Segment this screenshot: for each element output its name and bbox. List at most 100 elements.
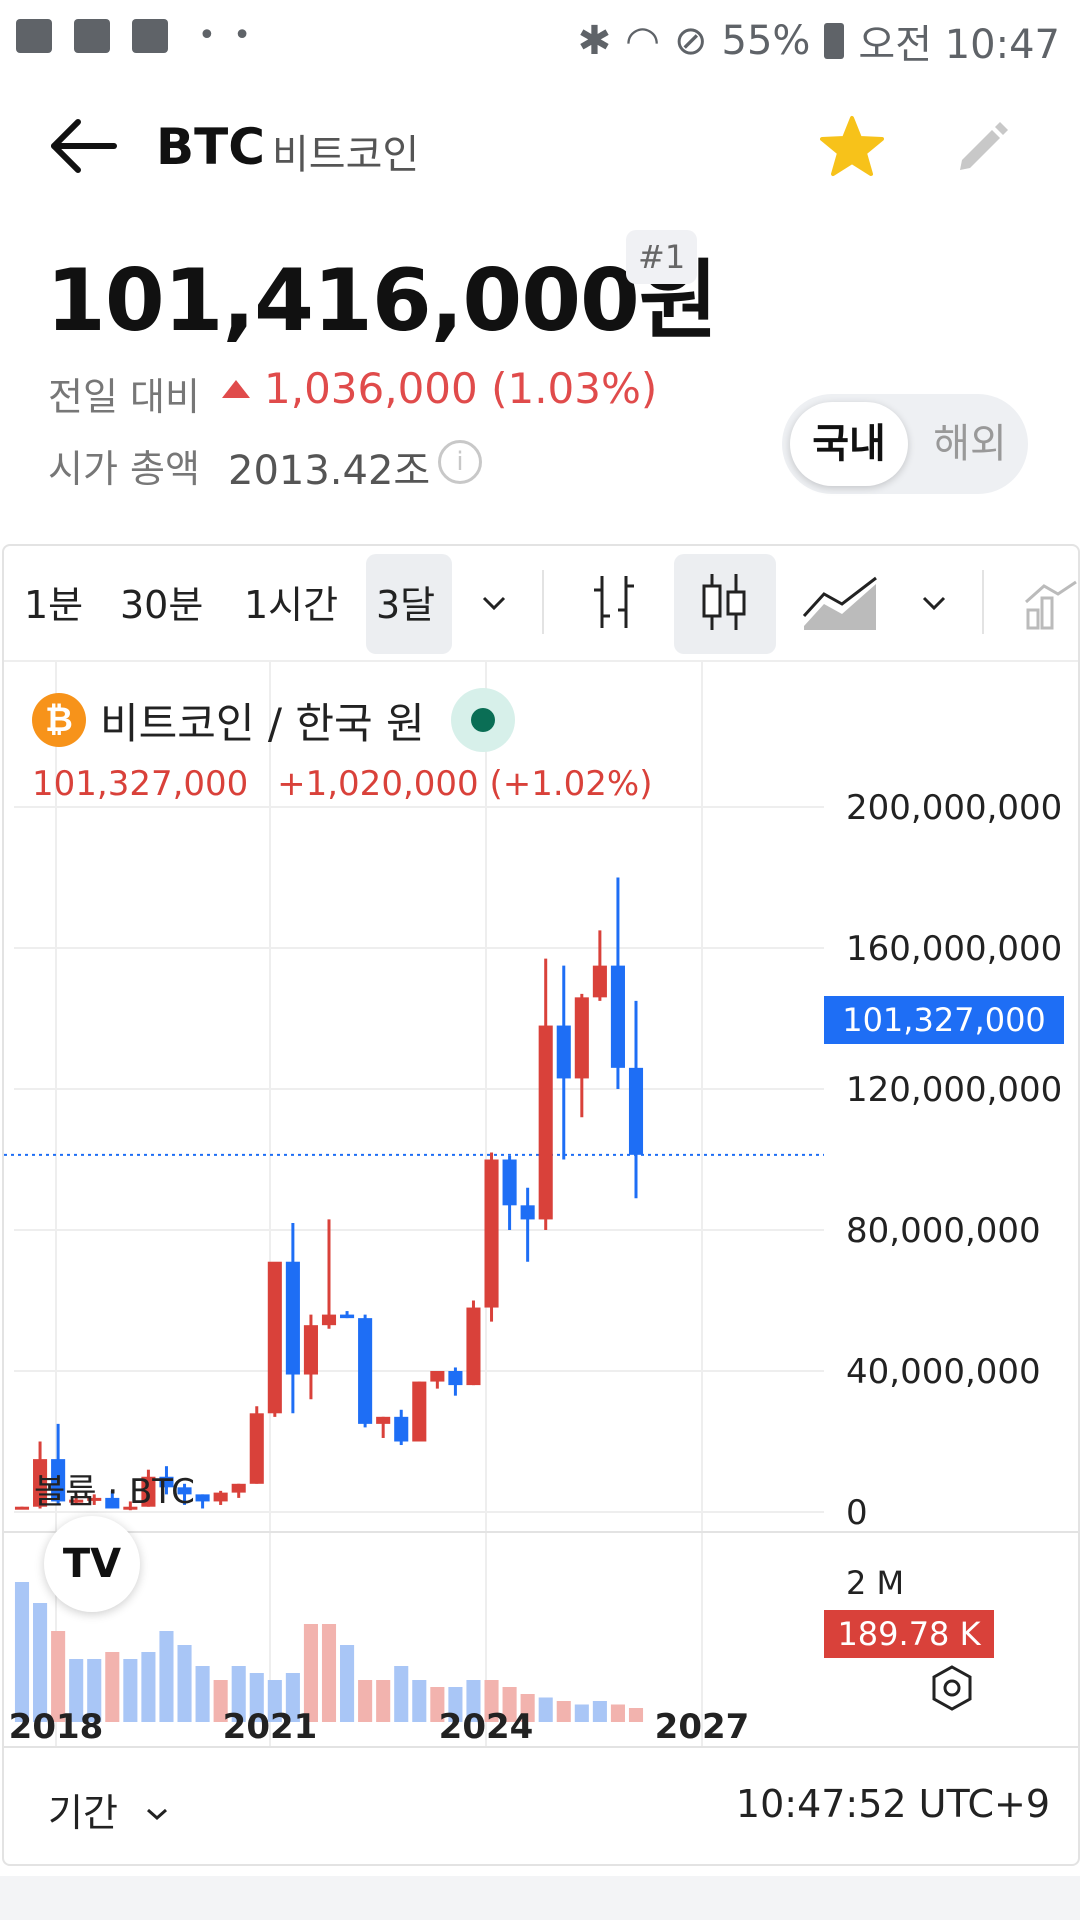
- period-chevron-icon: [147, 1808, 168, 1821]
- volume-bar: [123, 1659, 138, 1722]
- area-chart-type-icon[interactable]: [802, 576, 878, 632]
- chart-settings-icon[interactable]: [928, 1664, 976, 1712]
- candle-body: [141, 1476, 156, 1507]
- volume-bar: [502, 1687, 517, 1722]
- bar-chart-type-icon[interactable]: [586, 570, 642, 634]
- candle-body: [574, 997, 589, 1079]
- mcap-label: 시가 총액: [48, 447, 200, 491]
- interval-30min[interactable]: 30분: [120, 583, 204, 627]
- battery-icon: [824, 23, 845, 59]
- volume-bar: [430, 1687, 445, 1722]
- interval-3month[interactable]: 3달: [376, 583, 436, 627]
- candle-body: [430, 1371, 445, 1382]
- volume-bar: [448, 1687, 463, 1722]
- wifi-icon: ◠: [625, 18, 660, 64]
- bitcoin-logo-icon: ₿: [32, 693, 86, 747]
- coin-name: 비트코인: [272, 132, 420, 178]
- price-change: 1,036,000 (1.03%): [222, 364, 657, 413]
- notification-icons: • •: [16, 18, 255, 53]
- y-tick-label: 80,000,000: [846, 1211, 1041, 1251]
- volume-bar: [213, 1680, 228, 1722]
- candle-body: [33, 1459, 48, 1507]
- candle-body: [123, 1506, 138, 1510]
- chart-card: 1분 30분 1시간 3달: [2, 544, 1080, 1866]
- change-value: 1,036,000 (1.03%): [264, 364, 658, 413]
- volume-bar: [556, 1701, 571, 1722]
- x-tick-label: 2027: [655, 1707, 750, 1746]
- candle-body: [105, 1497, 120, 1509]
- candle-body: [14, 1506, 30, 1510]
- period-selector[interactable]: 기간: [48, 1782, 172, 1837]
- volume-bar: [14, 1582, 30, 1722]
- candle-body: [213, 1492, 228, 1502]
- indicators-icon[interactable]: [1024, 580, 1078, 630]
- candle-body: [249, 1413, 264, 1484]
- volume-bar: [231, 1666, 246, 1722]
- y-tick-label: 160,000,000: [846, 929, 1062, 969]
- price-chart[interactable]: 0 40,000,000 80,000,000 120,000,000 160,000,…: [4, 660, 1078, 1746]
- current-price: 101,416,000원: [46, 251, 718, 351]
- header: BTC 비트코인: [0, 96, 1080, 196]
- chart-time: 10:47:52 UTC+9: [735, 1782, 1050, 1826]
- tradingview-logo-icon[interactable]: TV: [44, 1516, 140, 1612]
- candle-body: [412, 1381, 427, 1442]
- selected-charttype-bg: [674, 554, 776, 654]
- y-tick-label: 200,000,000: [846, 788, 1062, 828]
- volume-bar: [466, 1680, 481, 1722]
- interval-dropdown-chevron-icon[interactable]: [474, 584, 514, 624]
- candle-body: [448, 1371, 463, 1386]
- candle-body: [610, 965, 625, 1068]
- volume-bar: [87, 1659, 102, 1722]
- volume-bar: [249, 1673, 264, 1722]
- bluetooth-icon: ✱: [577, 18, 612, 64]
- volume-bar: [358, 1680, 373, 1722]
- candle-body: [69, 1499, 84, 1503]
- charttype-dropdown-chevron-icon[interactable]: [914, 584, 954, 624]
- x-tick-label: 2021: [223, 1707, 318, 1746]
- market-toggle[interactable]: 국내 해외: [782, 394, 1028, 494]
- candle-body: [466, 1307, 481, 1386]
- volume-bar: [628, 1708, 644, 1722]
- favorite-star-icon[interactable]: [820, 114, 884, 178]
- clock: 오전 10:47: [858, 22, 1060, 68]
- period-label: 기간: [48, 1791, 118, 1835]
- candle-body: [556, 1025, 571, 1079]
- status-bar: • • ✱ ◠ ⊘ 55% 오전 10:47: [0, 0, 1080, 76]
- volume-bar: [69, 1659, 84, 1722]
- volume-title: 볼륨 · BTC: [34, 1472, 195, 1512]
- x-tick-label: 2024: [439, 1707, 534, 1746]
- candle-body: [538, 1025, 553, 1220]
- volume-bar: [141, 1652, 156, 1722]
- candle-body: [358, 1318, 373, 1424]
- bottom-spacer: [0, 1876, 1080, 1920]
- change-label: 전일 대비: [48, 375, 200, 419]
- gallery-icon: [16, 18, 52, 53]
- volume-bar: [412, 1680, 427, 1722]
- toggle-overseas[interactable]: 해외: [933, 421, 1007, 467]
- toggle-domestic[interactable]: 국내: [790, 402, 908, 486]
- candle-body: [502, 1159, 517, 1206]
- volume-bar: [394, 1666, 409, 1722]
- edit-pencil-icon[interactable]: [950, 114, 1014, 178]
- ohlc-close: 101,327,000: [32, 764, 249, 804]
- x-tick-label: 2018: [9, 1707, 104, 1746]
- interval-1min[interactable]: 1분: [24, 583, 84, 627]
- back-arrow-icon[interactable]: [48, 118, 118, 174]
- legend-title: 비트코인 / 한국 원: [100, 698, 425, 748]
- volume-bar: [520, 1694, 535, 1722]
- candle-body: [484, 1159, 499, 1308]
- candlestick-chart-type-icon[interactable]: [694, 570, 754, 634]
- volume-bar: [51, 1631, 66, 1722]
- candle-body: [628, 1067, 644, 1155]
- selected-interval-bg: [366, 554, 452, 654]
- candle-body: [340, 1314, 355, 1319]
- volume-tick-label: 2 M: [846, 1564, 904, 1602]
- interval-1hour[interactable]: 1시간: [244, 583, 339, 627]
- candle-body: [592, 965, 607, 998]
- chart-toolbar: 1분 30분 1시간 3달: [4, 546, 1078, 662]
- mcap-value: 2013.42조: [228, 448, 431, 494]
- candle-body: [376, 1416, 391, 1424]
- volume-bar: [285, 1673, 300, 1722]
- info-icon[interactable]: i: [438, 440, 482, 484]
- candle-body: [303, 1325, 318, 1375]
